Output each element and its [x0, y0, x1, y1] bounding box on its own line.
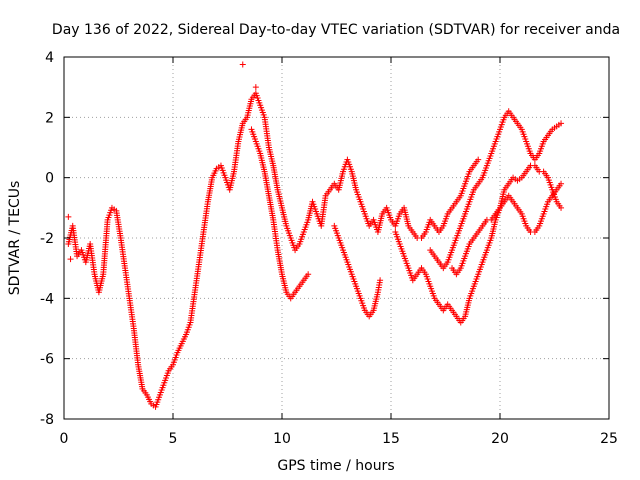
x-axis-label: GPS time / hours [277, 458, 394, 474]
y-tick-label: -8 [40, 412, 54, 428]
series-outliers [65, 61, 259, 263]
y-tick-label: -2 [40, 231, 54, 247]
data-point [239, 61, 246, 68]
data-point [65, 213, 72, 220]
data-point [377, 277, 384, 284]
y-tick-label: 4 [45, 50, 54, 66]
x-tick-label: 15 [382, 431, 400, 447]
data-point [558, 120, 565, 127]
series-branch-b [331, 222, 384, 320]
series-branch-d [427, 108, 565, 272]
ticks-layer [63, 56, 610, 420]
data-point [67, 256, 74, 263]
series-branch-a [248, 126, 312, 302]
data-point [558, 204, 565, 211]
y-tick-label: -4 [40, 291, 54, 307]
series-branch-e [449, 180, 565, 278]
y-tick-label: -6 [40, 352, 54, 368]
series-branch-c [392, 162, 565, 326]
marks-layer [65, 61, 565, 410]
data-point [305, 271, 312, 278]
data-point [252, 84, 259, 91]
data-point [558, 180, 565, 187]
chart-title: Day 136 of 2022, Sidereal Day-to-day VTE… [52, 22, 620, 38]
x-tick-label: 10 [273, 431, 291, 447]
x-tick-label: 0 [60, 431, 69, 447]
data-point [475, 156, 482, 163]
y-axis-label: SDTVAR / TECUs [7, 181, 23, 296]
y-tick-label: 2 [45, 110, 54, 126]
x-tick-label: 20 [491, 431, 509, 447]
tick-labels-layer: 0 5 10 15 20 25 -8 -6 -4 -2 0 2 4 [40, 50, 618, 447]
y-tick-label: 0 [45, 171, 54, 187]
series-main [65, 90, 482, 410]
x-tick-label: 25 [600, 431, 618, 447]
x-tick-label: 5 [169, 431, 178, 447]
